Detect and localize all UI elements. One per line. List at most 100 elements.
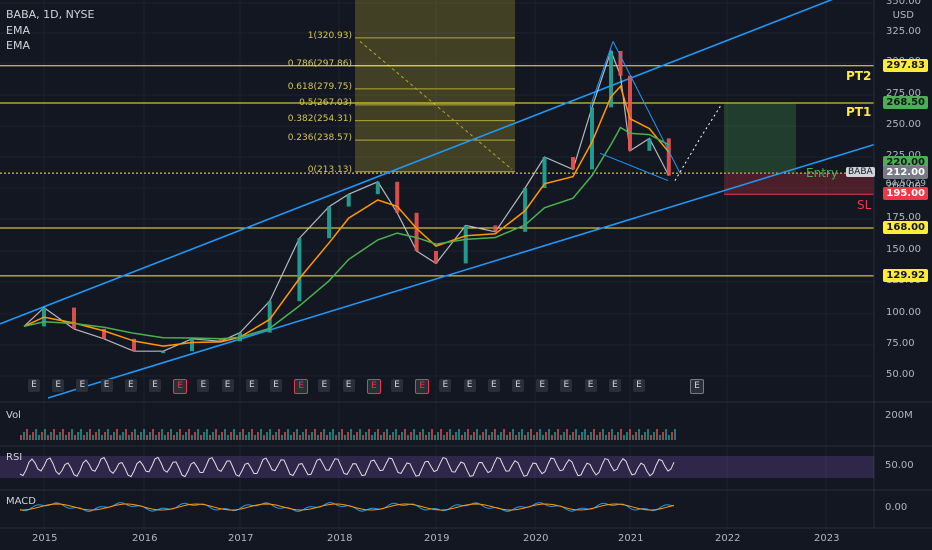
time-tick-label: 2015 [32, 533, 58, 544]
volume-bar [263, 435, 265, 440]
time-tick-label: 2017 [228, 533, 254, 544]
volume-bar [212, 432, 214, 440]
volume-bar [125, 429, 127, 440]
volume-bar [434, 435, 436, 440]
ema-slow-line [23, 126, 670, 340]
ema-indicator-2[interactable]: EMA [6, 39, 30, 52]
ema-indicator-1[interactable]: EMA [6, 24, 30, 37]
volume-bar [659, 435, 661, 440]
level-price-tag[interactable]: 297.83 [883, 58, 928, 72]
volume-bar [203, 432, 205, 440]
volume-bar [539, 429, 541, 440]
volume-bar [275, 432, 277, 440]
bar-countdown: 04:50:29 [885, 179, 926, 189]
volume-bar [572, 432, 574, 440]
channel-upper-line [0, 0, 834, 325]
volume-bar [104, 432, 106, 440]
volume-bar [44, 429, 46, 440]
volume-bar [35, 429, 37, 440]
level-price-tag[interactable]: 195.00 [883, 187, 928, 201]
volume-bar [464, 432, 466, 440]
volume-bar [524, 435, 526, 440]
volume-bar [542, 435, 544, 440]
earnings-marker[interactable]: E [463, 379, 476, 392]
earnings-marker[interactable]: E [690, 379, 704, 394]
symbol-badge[interactable]: BABA [846, 167, 875, 177]
volume-bar [521, 429, 523, 440]
level-price-tag[interactable]: 268.50 [883, 96, 928, 110]
volume-bar [602, 429, 604, 440]
volume-bar [371, 435, 373, 440]
level-price-tag[interactable]: 129.92 [883, 268, 928, 282]
earnings-marker[interactable]: E [536, 379, 549, 392]
macd-signal-line [20, 503, 675, 511]
volume-bar [350, 429, 352, 440]
volume-bar [80, 429, 82, 440]
earnings-marker[interactable]: E [149, 379, 161, 392]
earnings-marker[interactable]: E [318, 379, 331, 392]
volume-bar [647, 429, 649, 440]
channel-lower-line [47, 143, 875, 399]
volume-bar [62, 429, 64, 440]
volume-bar [560, 435, 562, 440]
earnings-marker[interactable]: E [52, 379, 65, 392]
candle [395, 181, 400, 213]
earnings-marker[interactable]: E [173, 379, 188, 394]
volume-bar [140, 432, 142, 440]
earnings-marker[interactable]: E [560, 379, 573, 392]
volume-bar [374, 432, 376, 440]
volume-bar [476, 429, 478, 440]
earnings-marker[interactable]: E [221, 379, 234, 392]
volume-bar [392, 432, 394, 440]
volume-bar [113, 432, 115, 440]
earnings-marker[interactable]: E [391, 379, 403, 392]
earnings-marker[interactable]: E [633, 379, 645, 392]
profit-zone [724, 103, 796, 174]
level-price-tag[interactable]: 220.00 [883, 156, 928, 170]
price-tick-label: 200.00 [886, 181, 921, 192]
volume-bar [50, 432, 52, 440]
earnings-marker[interactable]: E [294, 379, 309, 394]
volume-bar [413, 429, 415, 440]
volume-bar [644, 432, 646, 440]
earnings-marker[interactable]: E [415, 379, 430, 394]
volume-bar [56, 435, 58, 440]
vol-pane-title: Vol [6, 410, 21, 421]
volume-bar [566, 429, 568, 440]
price-tick-label: 250.00 [886, 119, 921, 130]
fib-level-label: 0.236(238.57) [287, 133, 352, 144]
candle [346, 194, 351, 207]
earnings-marker[interactable]: E [245, 379, 258, 392]
earnings-marker[interactable]: E [342, 379, 355, 392]
earnings-marker[interactable]: E [512, 379, 524, 392]
volume-bar [485, 429, 487, 440]
volume-bar [383, 432, 385, 440]
earnings-marker[interactable]: E [197, 379, 210, 392]
earnings-marker[interactable]: E [584, 379, 597, 392]
volume-bar [155, 435, 157, 440]
earnings-marker[interactable]: E [366, 379, 381, 394]
earnings-marker[interactable]: E [124, 379, 137, 392]
volume-bar [215, 429, 217, 440]
earnings-marker[interactable]: E [76, 379, 89, 392]
currency-label: USD [892, 10, 914, 21]
volume-bar [200, 435, 202, 440]
volume-bar [506, 435, 508, 440]
price-tick-label: 275.00 [886, 88, 921, 99]
earnings-marker[interactable]: E [487, 379, 500, 392]
earnings-marker[interactable]: E [608, 379, 621, 392]
earnings-marker[interactable]: E [439, 379, 452, 392]
level-price-tag[interactable]: 212.00 [883, 166, 928, 180]
level-price-tag[interactable]: 168.00 [883, 220, 928, 234]
earnings-marker[interactable]: E [100, 379, 113, 392]
fib-level-label: 0.786(297.86) [287, 58, 352, 69]
volume-bar [545, 432, 547, 440]
volume-bar [536, 432, 538, 440]
fib-level-label: 0.5(267.03) [299, 97, 352, 108]
earnings-marker[interactable]: E [28, 379, 40, 392]
volume-bar [233, 429, 235, 440]
earnings-marker[interactable]: E [270, 379, 282, 392]
volume-bar [455, 432, 457, 440]
volume-bar [605, 435, 607, 440]
